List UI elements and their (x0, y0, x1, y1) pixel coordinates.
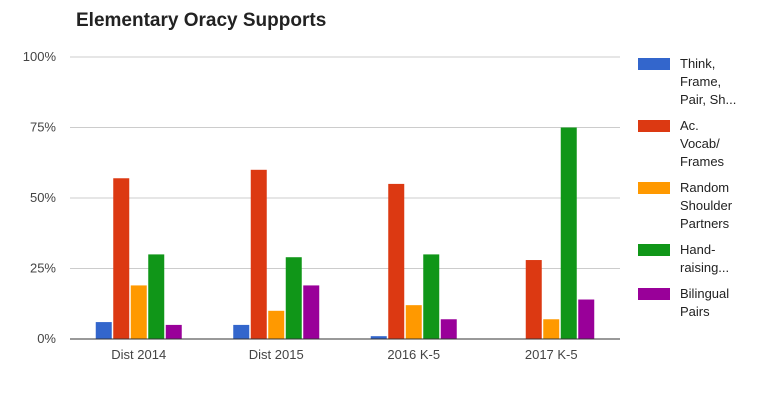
bar (130, 285, 147, 339)
legend-label: Think, (680, 56, 715, 71)
x-tick-label: 2016 K-5 (387, 347, 440, 362)
legend-label: Frame, (680, 74, 721, 89)
x-tick-label: Dist 2014 (111, 347, 166, 362)
legend-label: Pairs (680, 304, 710, 319)
legend-swatch (638, 58, 670, 70)
gridlines (70, 56, 620, 269)
bar (370, 336, 387, 339)
legend-label: Bilingual (680, 286, 729, 301)
legend-item: Random Shoulder Partners (638, 180, 733, 231)
legend-label: Random (680, 180, 729, 195)
legend-label: raising... (680, 260, 729, 275)
legend-swatch (638, 244, 670, 256)
legend-item: Think, Frame, Pair, Sh... (638, 56, 736, 107)
bar (113, 178, 130, 339)
legend-swatch (638, 288, 670, 300)
y-tick-label: 0% (37, 331, 56, 346)
bar (148, 254, 165, 339)
bar (95, 322, 112, 339)
chart-title: Elementary Oracy Supports (76, 10, 327, 31)
y-axis: 0% 25% 50% 75% 100% (23, 49, 57, 346)
y-tick-label: 100% (23, 49, 57, 64)
bar (250, 169, 267, 339)
legend-label: Shoulder (680, 198, 733, 213)
legend-label: Ac. (680, 118, 699, 133)
bar (578, 299, 595, 339)
bar (233, 324, 250, 339)
bar (543, 319, 560, 339)
bar (388, 183, 405, 339)
bar (285, 257, 302, 339)
legend-label: Vocab/ (680, 136, 720, 151)
x-tick-label: 2017 K-5 (525, 347, 578, 362)
x-axis: Dist 2014 Dist 2015 2016 K-5 2017 K-5 (70, 338, 620, 362)
legend-label: Pair, Sh... (680, 92, 736, 107)
legend: Think, Frame, Pair, Sh... Ac. Vocab/Frames Ra… (638, 56, 736, 319)
legend-swatch (638, 182, 670, 194)
legend-item: Ac. Vocab/Frames (638, 118, 725, 169)
bar (525, 260, 542, 339)
legend-label: Partners (680, 216, 730, 231)
legend-label: Hand- (680, 242, 715, 257)
legend-swatch (638, 120, 670, 132)
bar (303, 285, 320, 339)
bar (165, 324, 182, 339)
y-tick-label: 50% (30, 190, 56, 205)
bar (405, 305, 422, 339)
legend-label: Frames (680, 154, 725, 169)
y-tick-label: 25% (30, 261, 56, 276)
bar (423, 254, 440, 339)
bars (95, 127, 595, 339)
bar (560, 127, 577, 339)
y-tick-label: 75% (30, 120, 56, 135)
bar (440, 319, 457, 339)
legend-item: Hand-raising... (638, 242, 729, 275)
x-tick-label: Dist 2015 (249, 347, 304, 362)
legend-item: Bilingual Pairs (638, 286, 729, 319)
bar (268, 310, 285, 339)
